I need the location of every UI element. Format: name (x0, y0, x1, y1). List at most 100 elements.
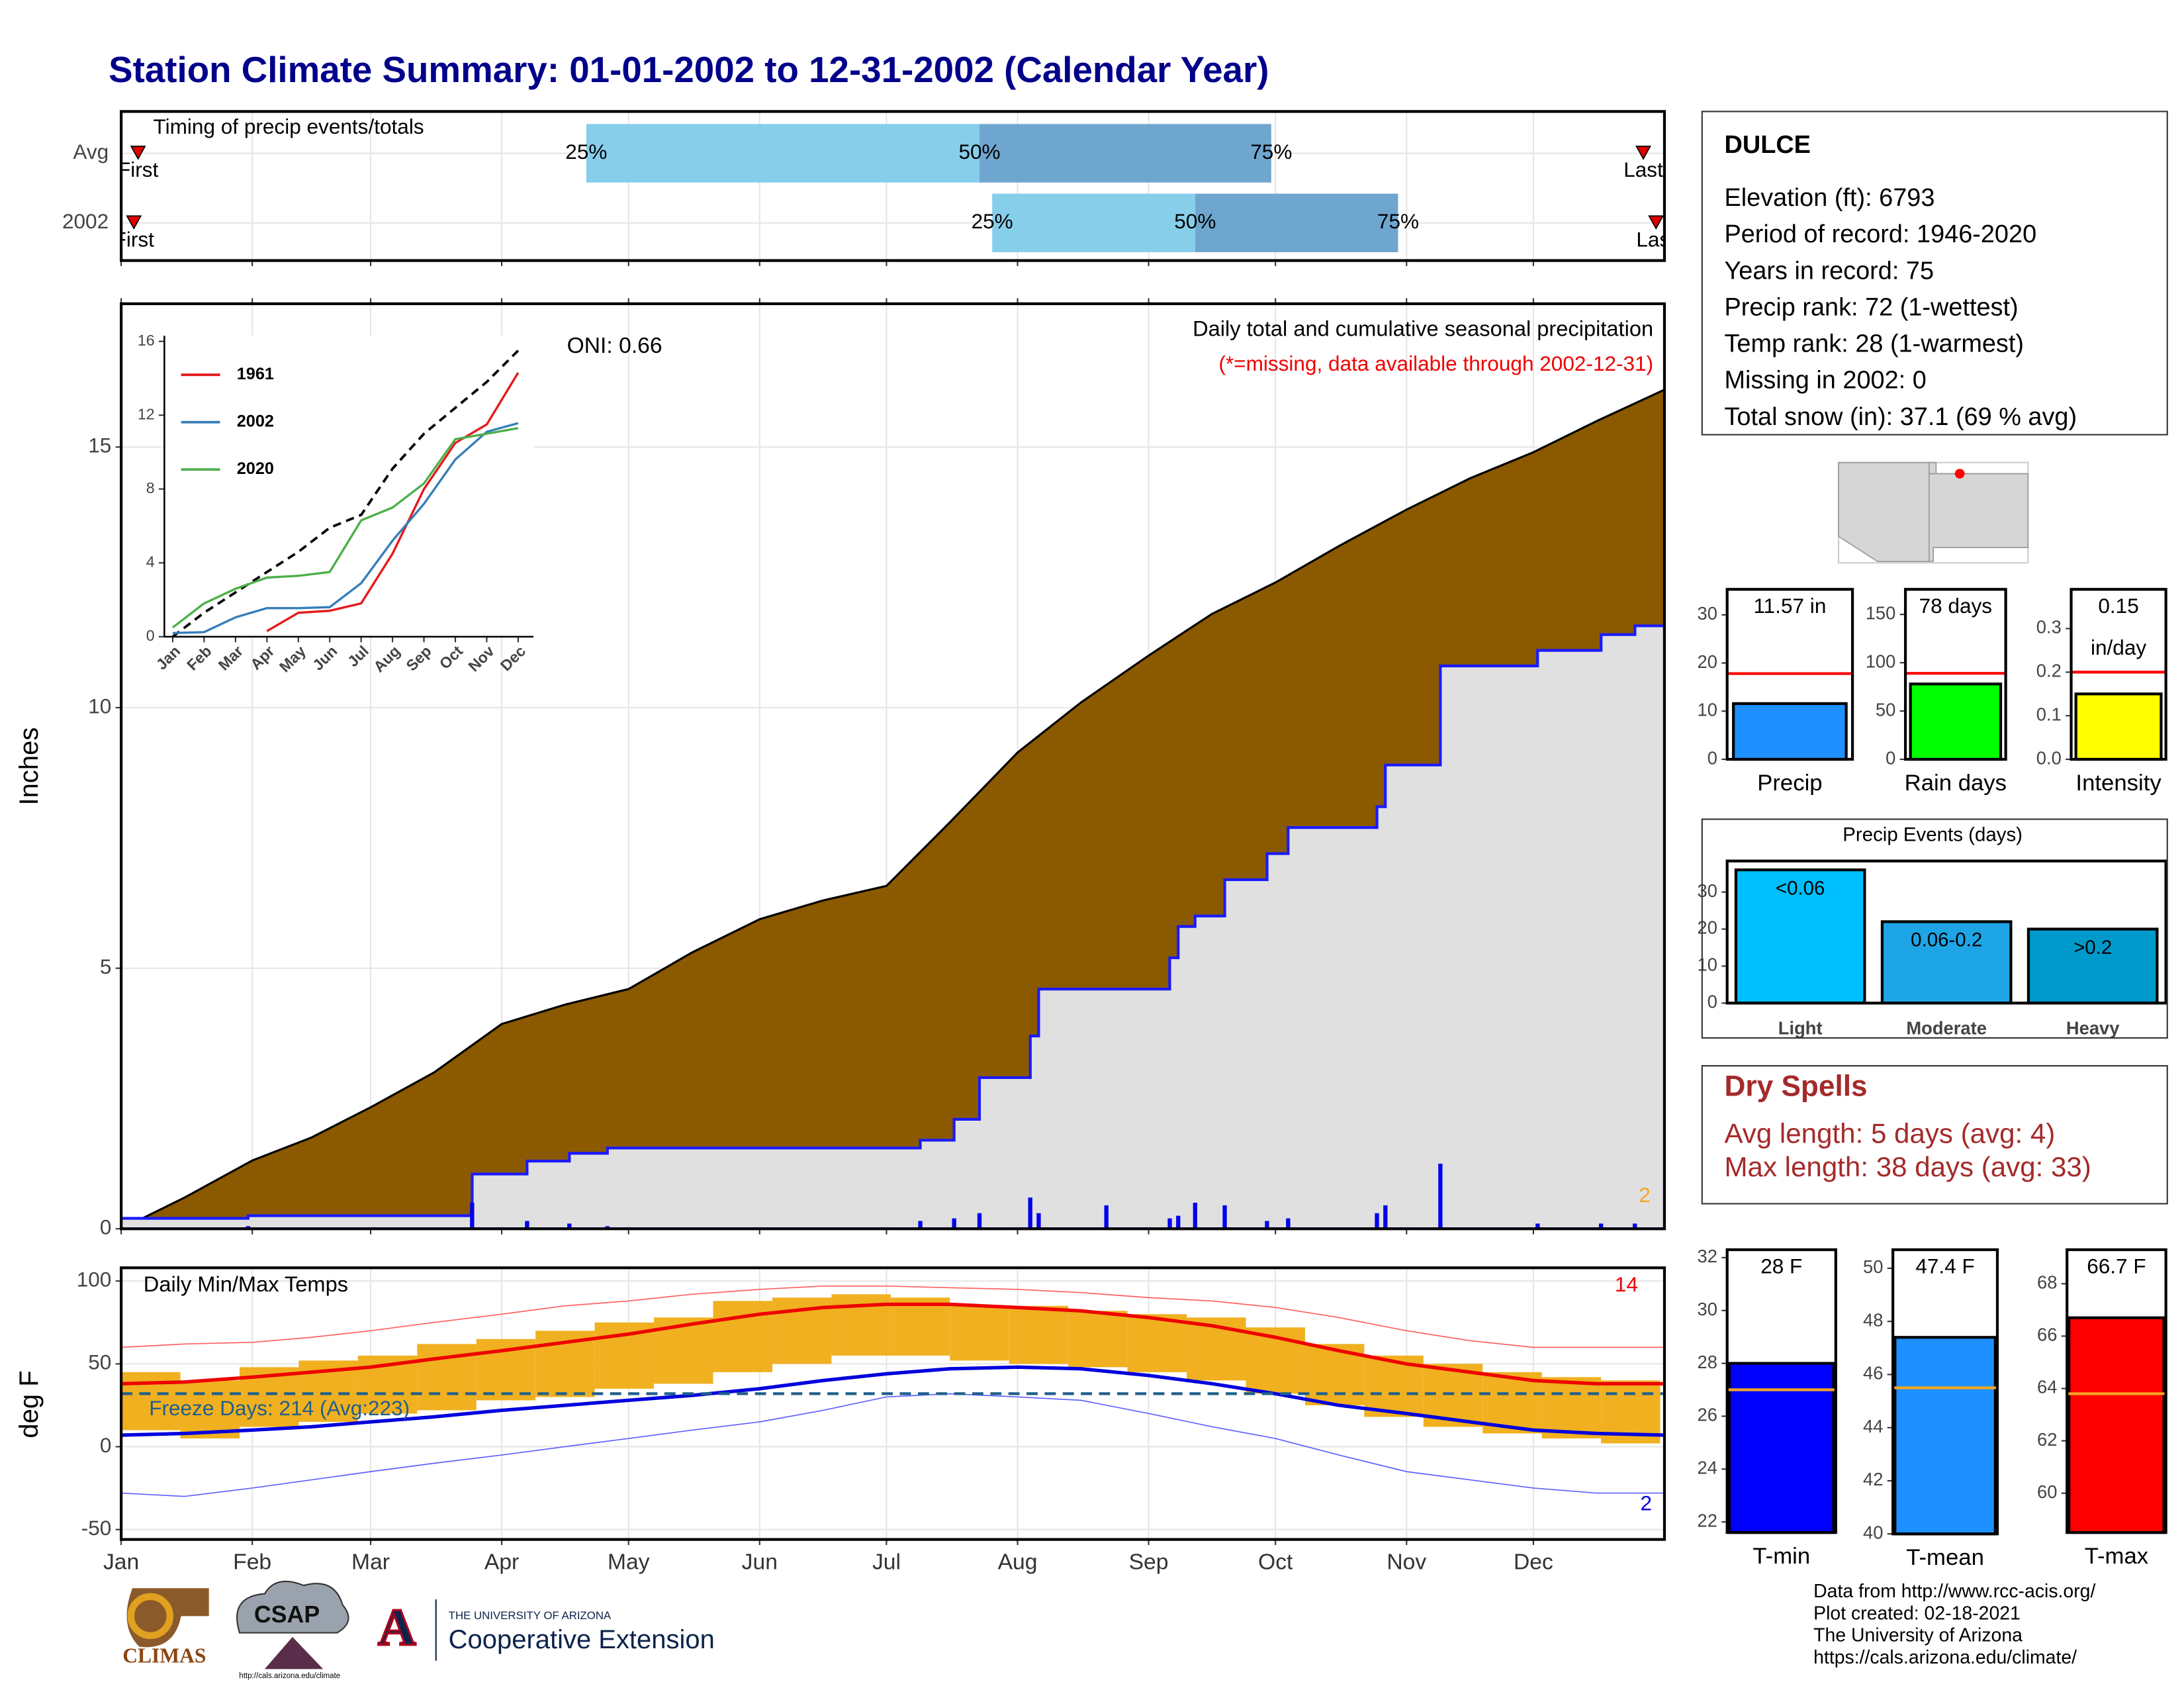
value-label: 0.15 (2098, 594, 2138, 618)
main-plot (121, 303, 1664, 1229)
logo-csap-url: http://cals.arizona.edu/climate (239, 1672, 340, 1680)
logo-climas: CLIMAS (122, 1644, 206, 1667)
footer-line: Plot created: 02-18-2021 (1813, 1603, 2021, 1624)
x-tick-label: Jan (103, 1550, 139, 1574)
map (1838, 461, 2029, 564)
quartile-range (1195, 193, 1398, 252)
value-label: 78 days (1919, 594, 1993, 618)
daily-bar (918, 1221, 923, 1229)
y-tick-label: 20 (1698, 651, 1717, 672)
bar (1893, 1336, 1997, 1536)
temp-line (121, 1365, 1664, 1437)
station-line: Temp rank: 28 (1-warmest) (1724, 330, 2024, 358)
logo-ua: A (378, 1599, 416, 1657)
quartile-label: 75% (1250, 140, 1292, 164)
y-tick-label: 5 (100, 955, 112, 978)
x-tick-label: Jul (872, 1550, 901, 1574)
y-tick-label: 0.0 (2036, 747, 2062, 768)
temp-range-bar (1541, 1377, 1602, 1438)
y-tick-label: 22 (1698, 1510, 1717, 1530)
bar (2068, 1316, 2165, 1534)
y-tick-label: 8 (146, 479, 155, 496)
x-tick-label: Aug (998, 1550, 1038, 1574)
value-label: 66.7 F (2087, 1254, 2146, 1278)
event-label: Last (1636, 227, 1676, 251)
low-count: 2 (1640, 1491, 1652, 1515)
row-label: 2002 (62, 209, 109, 233)
cumulative-area (121, 624, 1664, 1229)
bar (1732, 702, 1848, 761)
value-label: 11.57 in (1753, 594, 1826, 618)
y-tick-label: 10 (88, 694, 111, 718)
y-tick-label: 150 (1866, 602, 1896, 623)
y-tick-label: 48 (1863, 1309, 1883, 1330)
y-tick-label: 46 (1863, 1363, 1883, 1383)
series-line (171, 427, 519, 629)
footer-line: https://cals.arizona.edu/climate/ (1813, 1647, 2077, 1668)
bar-frame (1725, 859, 2167, 1005)
bar (1734, 868, 1866, 1005)
y-tick-label: 28 (1698, 1352, 1717, 1372)
daily-bar (567, 1223, 572, 1229)
y-tick-label: 4 (146, 553, 155, 570)
y-tick-label: 20 (1698, 917, 1717, 938)
station-name: DULCE (1724, 131, 1810, 159)
x-tick-label: Apr (484, 1550, 519, 1574)
y-tick-label: 32 (1698, 1246, 1717, 1266)
daily-bar (1598, 1223, 1604, 1229)
x-tick-label: Oct (1258, 1550, 1293, 1574)
event-marker (126, 215, 142, 230)
category-label: T-max (2085, 1544, 2148, 1569)
temp-line (121, 1393, 1664, 1497)
x-tick-label: Dec (1514, 1550, 1553, 1574)
panel-frame (119, 1266, 1666, 1541)
category-label: Moderate (1906, 1018, 1987, 1039)
y-tick-label: 0 (100, 1215, 112, 1239)
high-count: 14 (1615, 1272, 1638, 1296)
daily-bar (1104, 1205, 1109, 1229)
bar-frame (2070, 588, 2167, 761)
y-tick-label: 64 (2037, 1377, 2057, 1397)
bin-label: >0.2 (2073, 937, 2112, 959)
daily-bar (1383, 1205, 1388, 1229)
daily-bar (977, 1213, 982, 1229)
y-tick-label: 0 (1707, 992, 1717, 1012)
bar (1727, 1362, 1835, 1534)
dry-spells-title: Dry Spells (1724, 1070, 1867, 1102)
quartile-label: 25% (565, 140, 607, 164)
quartile-label: 50% (958, 140, 1000, 164)
row-label: Avg (73, 140, 109, 164)
panel-title: Daily Min/Max Temps (144, 1272, 348, 1296)
y-tick-label: 100 (1866, 651, 1896, 671)
dry-spell-line: Max length: 38 days (avg: 33) (1724, 1151, 2091, 1182)
temp-range-bar (1127, 1314, 1187, 1372)
station-line: Total snow (in): 37.1 (69 % avg) (1724, 403, 2077, 431)
y-tick-label: 16 (138, 332, 155, 349)
quartile-label: 75% (1377, 209, 1419, 233)
bar (1909, 682, 2003, 761)
y-tick-label: 12 (138, 405, 155, 422)
y-tick-label: -50 (81, 1516, 112, 1540)
y-tick-label: 0 (1707, 747, 1717, 768)
y-tick-label: 30 (1698, 603, 1717, 624)
category-label: T-min (1752, 1544, 1810, 1569)
daily-bar (1438, 1163, 1443, 1229)
quartile-range (979, 124, 1271, 183)
temp-line (121, 1285, 1664, 1348)
bar-frame (1891, 1248, 1999, 1536)
quartile-range (586, 124, 980, 183)
daily-bar (1167, 1218, 1172, 1229)
temp-range-bar (180, 1380, 240, 1438)
y-tick-label: 68 (2037, 1272, 2057, 1293)
daily-bar (1028, 1197, 1032, 1229)
logo-ua-line1: THE UNIVERSITY OF ARIZONA (449, 1609, 612, 1622)
y-tick-label: 30 (1698, 1299, 1717, 1319)
temp-range-bar (950, 1305, 1009, 1361)
legend-label: 2020 (237, 459, 274, 478)
y-tick-label: 0.2 (2036, 661, 2062, 681)
y-tick-label: 50 (1863, 1256, 1883, 1277)
bar (2074, 692, 2163, 761)
y-tick-label: 62 (2037, 1429, 2057, 1450)
